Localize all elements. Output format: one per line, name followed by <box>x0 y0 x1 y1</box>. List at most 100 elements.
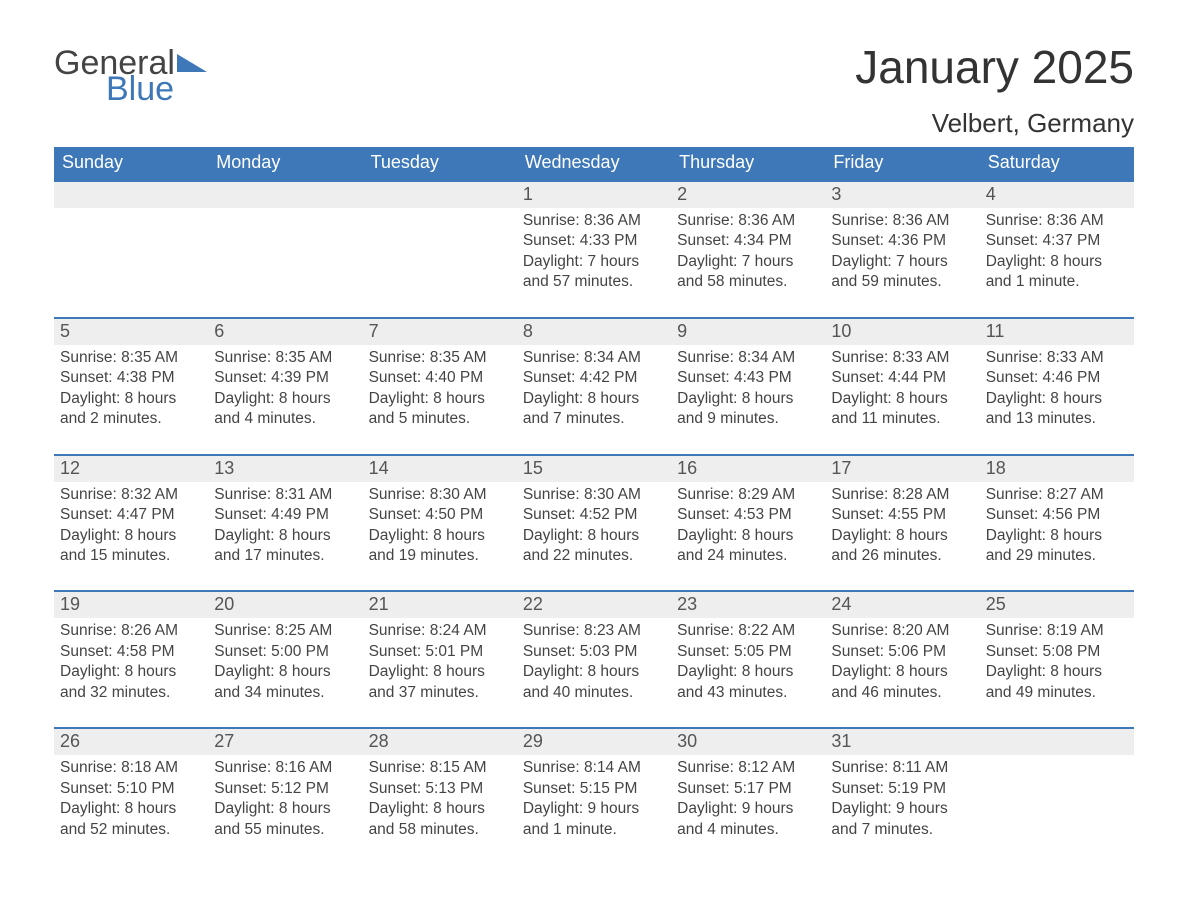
day-d2: and 59 minutes. <box>831 272 973 292</box>
calendar-table: Sunday Monday Tuesday Wednesday Thursday… <box>54 147 1134 846</box>
dow-saturday: Saturday <box>980 147 1134 181</box>
month-title: January 2025 <box>855 44 1134 90</box>
day-d2: and 37 minutes. <box>369 683 511 703</box>
day-d2: and 19 minutes. <box>369 546 511 566</box>
day-sunrise: Sunrise: 8:26 AM <box>60 621 202 641</box>
day-sunrise: Sunrise: 8:33 AM <box>986 348 1128 368</box>
day-d2: and 46 minutes. <box>831 683 973 703</box>
day-d2: and 5 minutes. <box>369 409 511 429</box>
week-content-row: Sunrise: 8:32 AMSunset: 4:47 PMDaylight:… <box>54 482 1134 592</box>
day-number-empty <box>208 181 362 208</box>
day-number: 6 <box>208 318 362 345</box>
day-content: Sunrise: 8:34 AMSunset: 4:43 PMDaylight:… <box>671 345 825 455</box>
day-sunrise: Sunrise: 8:36 AM <box>523 211 665 231</box>
day-sunset: Sunset: 4:40 PM <box>369 368 511 388</box>
day-number: 2 <box>671 181 825 208</box>
day-number: 5 <box>54 318 208 345</box>
day-content: Sunrise: 8:30 AMSunset: 4:52 PMDaylight:… <box>517 482 671 592</box>
day-d1: Daylight: 8 hours <box>986 526 1128 546</box>
day-d1: Daylight: 8 hours <box>677 389 819 409</box>
day-sunrise: Sunrise: 8:32 AM <box>60 485 202 505</box>
day-d1: Daylight: 7 hours <box>831 252 973 272</box>
day-content: Sunrise: 8:16 AMSunset: 5:12 PMDaylight:… <box>208 755 362 846</box>
day-number: 30 <box>671 728 825 755</box>
day-number: 25 <box>980 591 1134 618</box>
day-content: Sunrise: 8:29 AMSunset: 4:53 PMDaylight:… <box>671 482 825 592</box>
day-d1: Daylight: 8 hours <box>60 526 202 546</box>
day-content: Sunrise: 8:30 AMSunset: 4:50 PMDaylight:… <box>363 482 517 592</box>
day-d1: Daylight: 8 hours <box>986 252 1128 272</box>
day-sunset: Sunset: 5:19 PM <box>831 779 973 799</box>
day-number: 20 <box>208 591 362 618</box>
day-content: Sunrise: 8:36 AMSunset: 4:33 PMDaylight:… <box>517 208 671 318</box>
day-sunrise: Sunrise: 8:29 AM <box>677 485 819 505</box>
day-d1: Daylight: 8 hours <box>677 662 819 682</box>
day-d2: and 22 minutes. <box>523 546 665 566</box>
day-content: Sunrise: 8:35 AMSunset: 4:40 PMDaylight:… <box>363 345 517 455</box>
day-content: Sunrise: 8:15 AMSunset: 5:13 PMDaylight:… <box>363 755 517 846</box>
day-d1: Daylight: 7 hours <box>677 252 819 272</box>
logo-flag-icon <box>177 44 211 78</box>
day-sunset: Sunset: 4:42 PM <box>523 368 665 388</box>
day-sunset: Sunset: 4:50 PM <box>369 505 511 525</box>
day-number: 10 <box>825 318 979 345</box>
week-content-row: Sunrise: 8:35 AMSunset: 4:38 PMDaylight:… <box>54 345 1134 455</box>
day-sunset: Sunset: 5:12 PM <box>214 779 356 799</box>
day-sunset: Sunset: 5:13 PM <box>369 779 511 799</box>
day-d2: and 55 minutes. <box>214 820 356 840</box>
day-d1: Daylight: 8 hours <box>60 389 202 409</box>
day-content: Sunrise: 8:27 AMSunset: 4:56 PMDaylight:… <box>980 482 1134 592</box>
day-d2: and 13 minutes. <box>986 409 1128 429</box>
day-sunrise: Sunrise: 8:35 AM <box>369 348 511 368</box>
day-content: Sunrise: 8:35 AMSunset: 4:38 PMDaylight:… <box>54 345 208 455</box>
day-d2: and 43 minutes. <box>677 683 819 703</box>
day-sunrise: Sunrise: 8:22 AM <box>677 621 819 641</box>
day-content: Sunrise: 8:14 AMSunset: 5:15 PMDaylight:… <box>517 755 671 846</box>
week-daynum-row: 1234 <box>54 181 1134 208</box>
day-number: 3 <box>825 181 979 208</box>
day-sunrise: Sunrise: 8:34 AM <box>523 348 665 368</box>
day-d1: Daylight: 9 hours <box>523 799 665 819</box>
day-d1: Daylight: 8 hours <box>369 662 511 682</box>
day-content: Sunrise: 8:11 AMSunset: 5:19 PMDaylight:… <box>825 755 979 846</box>
page: General Blue January 2025 Velbert, Germa… <box>0 0 1188 918</box>
day-d2: and 7 minutes. <box>831 820 973 840</box>
day-d1: Daylight: 8 hours <box>369 526 511 546</box>
day-sunset: Sunset: 4:53 PM <box>677 505 819 525</box>
day-d1: Daylight: 8 hours <box>831 526 973 546</box>
day-sunset: Sunset: 5:03 PM <box>523 642 665 662</box>
day-sunrise: Sunrise: 8:35 AM <box>60 348 202 368</box>
day-content: Sunrise: 8:36 AMSunset: 4:36 PMDaylight:… <box>825 208 979 318</box>
day-number: 13 <box>208 455 362 482</box>
day-d2: and 34 minutes. <box>214 683 356 703</box>
day-d1: Daylight: 8 hours <box>986 389 1128 409</box>
day-content: Sunrise: 8:32 AMSunset: 4:47 PMDaylight:… <box>54 482 208 592</box>
day-sunset: Sunset: 4:37 PM <box>986 231 1128 251</box>
day-number: 8 <box>517 318 671 345</box>
day-d2: and 4 minutes. <box>677 820 819 840</box>
day-sunrise: Sunrise: 8:14 AM <box>523 758 665 778</box>
week-content-row: Sunrise: 8:36 AMSunset: 4:33 PMDaylight:… <box>54 208 1134 318</box>
dow-monday: Monday <box>208 147 362 181</box>
day-content: Sunrise: 8:22 AMSunset: 5:05 PMDaylight:… <box>671 618 825 728</box>
day-sunset: Sunset: 5:10 PM <box>60 779 202 799</box>
day-content: Sunrise: 8:36 AMSunset: 4:37 PMDaylight:… <box>980 208 1134 318</box>
dow-sunday: Sunday <box>54 147 208 181</box>
day-d1: Daylight: 9 hours <box>677 799 819 819</box>
logo: General Blue <box>54 44 211 106</box>
day-number-empty <box>54 181 208 208</box>
day-content: Sunrise: 8:33 AMSunset: 4:44 PMDaylight:… <box>825 345 979 455</box>
day-d1: Daylight: 8 hours <box>214 389 356 409</box>
day-content: Sunrise: 8:28 AMSunset: 4:55 PMDaylight:… <box>825 482 979 592</box>
week-daynum-row: 19202122232425 <box>54 591 1134 618</box>
day-content: Sunrise: 8:18 AMSunset: 5:10 PMDaylight:… <box>54 755 208 846</box>
location: Velbert, Germany <box>855 108 1134 139</box>
day-number: 9 <box>671 318 825 345</box>
day-sunrise: Sunrise: 8:28 AM <box>831 485 973 505</box>
day-sunset: Sunset: 4:34 PM <box>677 231 819 251</box>
day-d2: and 26 minutes. <box>831 546 973 566</box>
day-d1: Daylight: 8 hours <box>214 526 356 546</box>
day-content: Sunrise: 8:20 AMSunset: 5:06 PMDaylight:… <box>825 618 979 728</box>
day-d2: and 7 minutes. <box>523 409 665 429</box>
day-d2: and 1 minute. <box>523 820 665 840</box>
